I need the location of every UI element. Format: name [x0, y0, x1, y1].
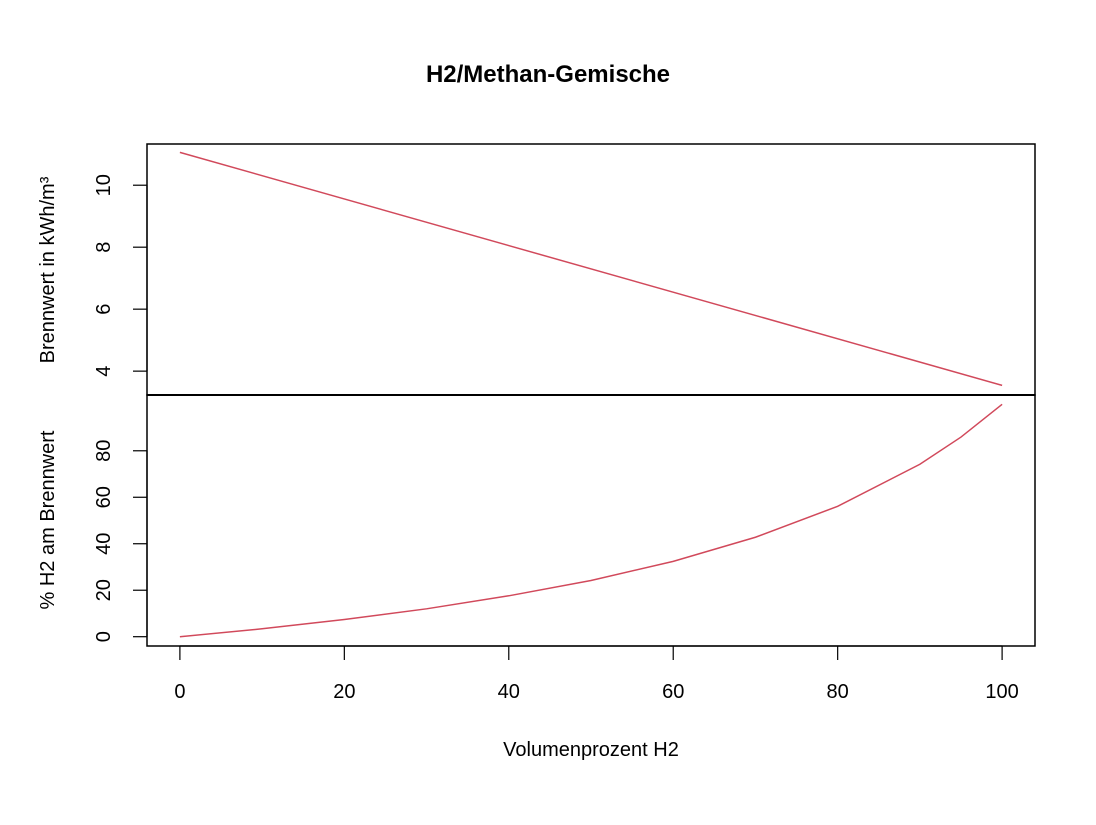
x-tick-label: 80 — [827, 681, 849, 703]
bottom-y-tick-label: 60 — [93, 486, 115, 508]
top-y-axis: 4 6 8 10 — [93, 174, 148, 377]
top-y-axis-label: Brennwert in kWh/m³ — [37, 176, 59, 363]
bottom-y-axis-label: % H2 am Brennwert — [37, 430, 59, 609]
bottom-y-tick-label: 0 — [93, 631, 115, 642]
bottom-series-line — [179, 403, 1003, 638]
x-axis-label: Volumenprozent H2 — [503, 739, 679, 761]
top-y-tick-label: 4 — [93, 366, 115, 377]
bottom-y-tick-label: 20 — [93, 579, 115, 601]
x-axis: 0 20 40 60 80 100 — [174, 645, 1019, 703]
bottom-y-axis: 0 20 40 60 80 — [93, 440, 148, 642]
top-y-tick-label: 6 — [93, 304, 115, 315]
series-layer — [179, 151, 1003, 638]
bottom-y-tick-label: 40 — [93, 533, 115, 555]
bottom-y-tick-label: 80 — [93, 440, 115, 462]
x-tick-label: 60 — [662, 681, 684, 703]
x-tick-label: 40 — [498, 681, 520, 703]
top-y-tick-label: 10 — [93, 174, 115, 196]
x-tick-label: 20 — [333, 681, 355, 703]
chart-title: H2/Methan-Gemische — [426, 61, 670, 88]
top-series-line — [179, 151, 1003, 387]
x-tick-label: 100 — [985, 681, 1018, 703]
bottom-panel-frame — [146, 394, 1036, 647]
top-y-tick-label: 8 — [93, 242, 115, 253]
x-tick-label: 0 — [174, 681, 185, 703]
